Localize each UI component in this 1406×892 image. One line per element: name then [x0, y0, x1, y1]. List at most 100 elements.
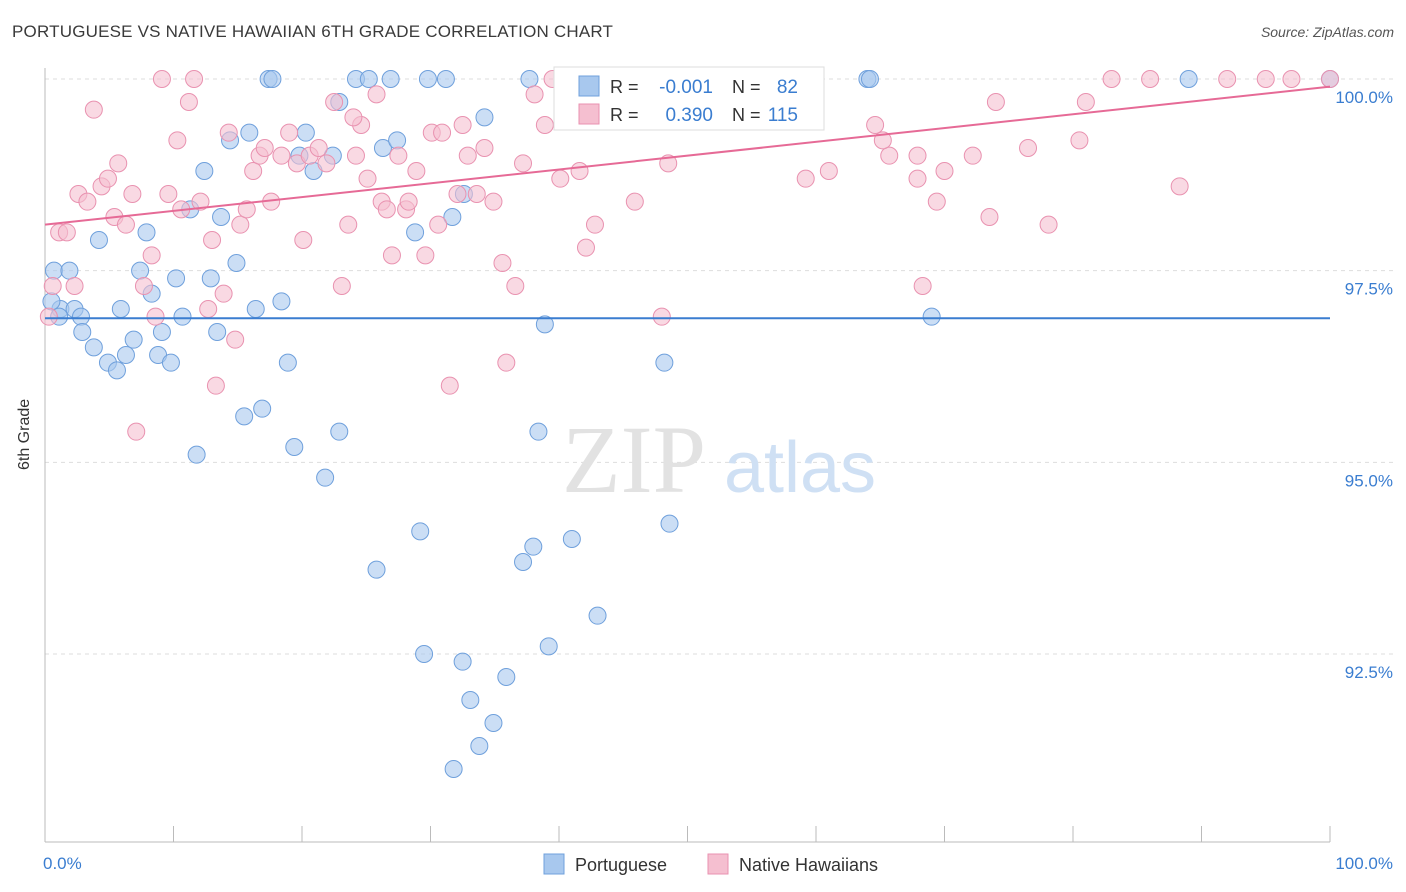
watermark-zip: ZIP [562, 406, 706, 513]
native-hawaiians-point [317, 154, 336, 173]
native-hawaiians-point [467, 185, 486, 203]
native-hawaiians-point [497, 353, 516, 372]
native-hawaiians-point [325, 93, 344, 111]
y-tick-label: 95.0% [1345, 471, 1393, 490]
native-hawaiians-point [1070, 131, 1089, 150]
source-label: Source: ZipAtlas.com [1260, 24, 1394, 40]
legend-n-value: 82 [777, 77, 798, 98]
portuguese-point [235, 407, 254, 426]
portuguese-point [860, 70, 879, 88]
portuguese-point [330, 422, 349, 441]
native-hawaiians-point [551, 169, 570, 188]
portuguese-point [655, 353, 674, 372]
native-hawaiians-point [346, 146, 365, 165]
portuguese-point [173, 307, 192, 326]
watermark-atlas: atlas [724, 428, 876, 508]
portuguese-point [187, 445, 206, 464]
portuguese-point [107, 361, 126, 380]
native-hawaiians-point [367, 85, 386, 104]
native-hawaiians-point [535, 116, 554, 134]
native-hawaiians-point [339, 215, 358, 234]
portuguese-point [73, 323, 92, 341]
x-tick-label: 0.0% [43, 854, 82, 873]
legend-r-label: R = [610, 105, 639, 125]
native-hawaiians-point [453, 116, 472, 134]
series-legend: Portuguese Native Hawaiians [543, 853, 878, 875]
native-hawaiians-point [179, 93, 198, 111]
y-tick-label: 100.0% [1335, 88, 1393, 107]
portuguese-point [475, 108, 494, 127]
native-hawaiians-point [475, 139, 494, 157]
native-hawaiians-point [796, 169, 815, 188]
portuguese-point [296, 123, 315, 142]
legend-swatch-native-hawaiians [578, 103, 600, 125]
trend-lines [44, 85, 1331, 320]
native-hawaiians-point [344, 108, 363, 127]
portuguese-point [443, 208, 462, 226]
native-hawaiians-point [199, 300, 218, 318]
portuguese-point [137, 223, 156, 242]
axes [44, 68, 1331, 843]
native-hawaiians-point [1102, 70, 1121, 88]
native-hawaiians-point [65, 277, 84, 295]
native-hawaiians-point [109, 154, 128, 173]
portuguese-point [316, 468, 335, 487]
native-hawaiians-point [484, 192, 503, 211]
portuguese-point [246, 300, 265, 318]
legend-swatch-portuguese-bottom [543, 853, 565, 875]
native-hawaiians-point [294, 231, 313, 249]
native-hawaiians-point [116, 215, 135, 234]
portuguese-point [42, 292, 61, 311]
portuguese-point [131, 261, 150, 280]
portuguese-point [272, 292, 291, 311]
x-tick-labels: 0.0% 100.0% [43, 854, 1393, 873]
native-hawaiians-point [206, 376, 225, 395]
native-hawaiians-point [927, 192, 946, 211]
portuguese-point [444, 760, 463, 778]
portuguese-point [373, 139, 392, 157]
legend-r-label: R = [610, 77, 639, 97]
portuguese-point [562, 530, 581, 548]
y-tick-label: 97.5% [1345, 280, 1393, 299]
data-points [39, 70, 1339, 778]
native-hawaiians-point [152, 70, 171, 88]
y-tick-label: 92.5% [1345, 663, 1393, 682]
portuguese-point [253, 399, 272, 418]
portuguese-point [116, 346, 135, 364]
native-hawaiians-point [416, 246, 435, 265]
portuguese-point [381, 70, 400, 88]
portuguese-point [111, 300, 130, 318]
legend-r-value: 0.390 [665, 105, 713, 126]
native-hawaiians-point [332, 277, 351, 295]
portuguese-point [44, 261, 63, 280]
native-hawaiians-point [935, 162, 954, 180]
portuguese-point [535, 315, 554, 334]
native-hawaiians-point [429, 215, 448, 234]
native-hawaiians-point [185, 70, 204, 88]
portuguese-point [227, 254, 246, 272]
native-hawaiians-point [514, 154, 533, 173]
native-hawaiians-point [1282, 70, 1301, 88]
native-hawaiians-point [382, 246, 401, 265]
legend-swatch-portuguese [578, 75, 600, 97]
native-hawaiians-point [280, 123, 299, 142]
portuguese-point [470, 737, 489, 755]
legend-n-label: N = [732, 105, 761, 125]
native-hawaiians-point [399, 192, 418, 211]
portuguese-point [201, 269, 220, 288]
native-hawaiians-point [146, 307, 165, 326]
portuguese-point [453, 652, 472, 671]
native-hawaiians-point [576, 238, 595, 257]
portuguese-point [539, 637, 558, 656]
native-hawaiians-point [908, 169, 927, 188]
native-hawaiians-point [652, 307, 671, 326]
portuguese-point [529, 422, 548, 441]
portuguese-point [524, 537, 543, 556]
native-hawaiians-point [493, 254, 512, 272]
native-hawaiians-point [57, 223, 76, 242]
native-hawaiians-point [1218, 70, 1237, 88]
portuguese-point [124, 330, 143, 349]
native-hawaiians-point [1019, 139, 1038, 157]
native-hawaiians-point [440, 376, 459, 395]
